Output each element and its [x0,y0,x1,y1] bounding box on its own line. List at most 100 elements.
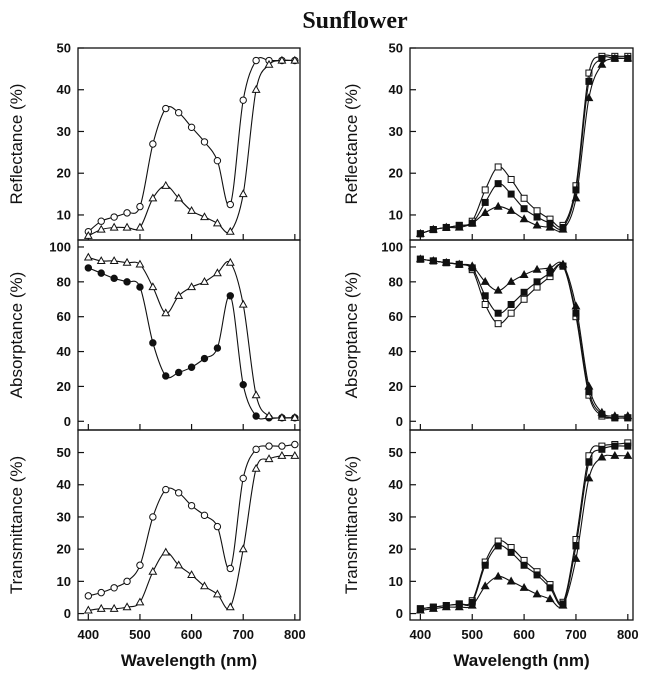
data-point-triangle-open [174,560,184,569]
panel-left-0: 10 20 30 40 50 Reflectance (%) [7,41,301,241]
data-point-circle-open [252,445,260,454]
data-point-circle-open [174,489,183,497]
y-tick-label: 80 [57,274,71,289]
data-point-triangle-open [109,603,119,612]
data-point-triangle-open [83,231,93,239]
data-point-circle-open [162,485,170,494]
data-point-triangle-filled [493,571,503,580]
panel-right-0: 10 20 30 40 50 Reflectance (%) [342,41,634,241]
data-point-square-open [494,163,502,171]
data-point-triangle-open [225,602,235,611]
y-tick-label: 60 [57,309,71,324]
data-point-circle-filled [97,269,105,277]
y-tick-label: 50 [389,445,403,460]
y-tick-label: 10 [57,574,71,589]
series-triangle-filled [415,53,633,237]
y-tick-label: 40 [389,344,403,359]
x-tick-label: 500 [129,627,151,642]
panel-right-1: 0 20 40 60 80 100 Absorptance (%) [342,239,634,431]
data-point-square-open [520,295,528,303]
series-triangle-open [83,55,300,239]
data-point-triangle-open [277,450,287,459]
y-tick-label: 80 [389,274,403,289]
x-axis-label: Wavelength (nm) [453,651,589,670]
data-point-circle-open [123,577,131,586]
data-point-triangle-filled [623,53,633,62]
data-point-triangle-open [238,189,248,198]
plot-frame [77,429,301,621]
data-point-square-filled [624,442,632,450]
data-point-triangle-filled [467,600,477,609]
data-point-circle-filled [187,363,196,371]
data-point-circle-open [226,200,235,209]
data-point-triangle-filled [480,277,490,285]
data-point-square-open [520,194,528,202]
series-line [420,258,628,419]
data-point-triangle-open [187,570,197,579]
data-point-square-open [507,175,515,183]
data-point-triangle-open [83,252,93,261]
data-point-triangle-open [109,256,119,265]
data-point-triangle-filled [428,224,438,233]
data-point-square-filled [494,542,502,550]
series-square-filled [416,255,632,422]
data-point-square-filled [494,309,502,317]
y-tick-label: 0 [64,606,71,621]
data-point-square-filled [533,278,541,286]
data-point-square-filled [585,458,593,466]
data-point-circle-filled [162,372,170,380]
data-point-triangle-open [251,84,261,93]
y-axis-label: Transmittance (%) [342,456,361,594]
y-tick-label: 0 [64,414,71,429]
data-point-triangle-open [290,55,300,64]
data-point-triangle-filled [506,205,516,214]
data-point-triangle-open [96,224,106,233]
data-point-triangle-filled [532,220,542,229]
data-point-square-open [507,309,515,317]
y-tick-label: 30 [389,509,403,524]
data-point-triangle-filled [545,594,555,603]
data-point-circle-filled [110,274,118,283]
data-point-circle-open [278,442,286,450]
data-point-square-filled [585,77,593,85]
y-tick-label: 50 [389,41,403,56]
data-point-triangle-open [264,454,274,463]
y-tick-label: 40 [57,477,71,492]
data-point-triangle-filled [584,473,594,482]
data-point-triangle-open [122,257,132,266]
data-point-square-filled [481,198,489,206]
data-point-triangle-open [187,205,197,214]
data-point-circle-filled [136,283,144,291]
data-point-circle-filled [200,354,209,363]
plot-frame [409,239,634,431]
series-line [420,258,628,419]
data-point-triangle-open [161,308,171,317]
y-tick-label: 20 [57,542,71,557]
panel-left-2: 0 10 20 30 40 50 400 500 600 700 800 Transmittance … [7,429,306,670]
data-point-triangle-open [161,547,171,556]
data-point-circle-filled [174,368,183,377]
series-line [420,258,628,417]
data-point-triangle-open [277,55,287,64]
data-point-triangle-filled [519,214,529,223]
data-point-circle-filled [226,292,235,300]
y-tick-label: 50 [57,445,71,460]
data-point-triangle-open [161,180,171,189]
data-point-circle-open [200,138,209,146]
data-point-circle-filled [149,339,157,347]
y-tick-label: 0 [396,606,403,621]
data-point-triangle-filled [415,605,425,614]
data-point-circle-filled [213,344,222,352]
data-point-circle-open [136,202,144,211]
y-tick-label: 20 [389,379,403,394]
data-point-triangle-open [135,222,145,231]
y-tick-label: 10 [57,207,71,222]
data-point-triangle-open [83,605,93,614]
data-point-square-filled [520,205,528,213]
data-point-circle-open [110,213,118,221]
data-point-triangle-open [200,581,209,590]
data-point-triangle-open [251,463,261,472]
y-tick-label: 50 [57,41,71,56]
y-tick-label: 100 [49,239,71,254]
